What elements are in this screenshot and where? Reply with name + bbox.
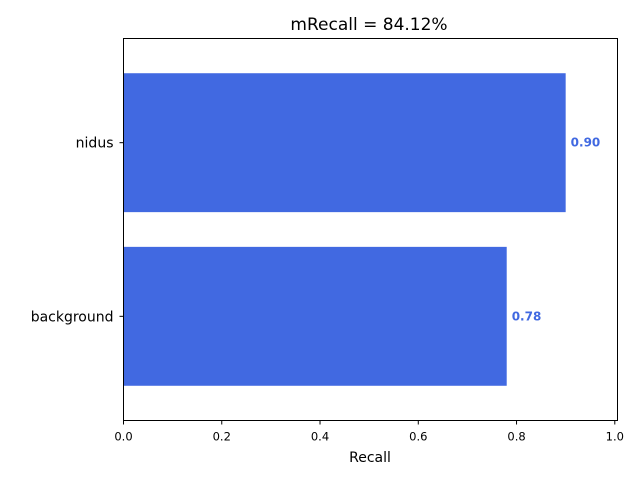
- category-labels: nidus background: [31, 136, 124, 325]
- plot-area-frame: [123, 38, 618, 421]
- bar-value-labels: 0.90 0.78: [512, 136, 601, 324]
- bar-value-label-background: 0.78: [512, 309, 542, 323]
- bar-nidus: [123, 73, 566, 213]
- chart-title: mRecall = 84.12%: [290, 15, 447, 35]
- x-tick-label-0: 0.0: [114, 430, 132, 444]
- x-axis-ticks: 0.0 0.2 0.4 0.6 0.8 1.0: [114, 420, 624, 444]
- x-tick-label-1: 0.2: [213, 430, 231, 444]
- x-tick-label-5: 1.0: [606, 430, 624, 444]
- bar-value-label-nidus: 0.90: [571, 136, 601, 150]
- bar-background: [123, 246, 507, 386]
- x-tick-label-2: 0.4: [311, 430, 329, 444]
- x-tick-label-3: 0.6: [409, 430, 427, 444]
- category-label-background: background: [31, 309, 114, 325]
- category-label-nidus: nidus: [76, 136, 114, 152]
- bars-group: [123, 73, 566, 386]
- x-tick-label-4: 0.8: [507, 430, 525, 444]
- x-axis-label: Recall: [349, 450, 391, 466]
